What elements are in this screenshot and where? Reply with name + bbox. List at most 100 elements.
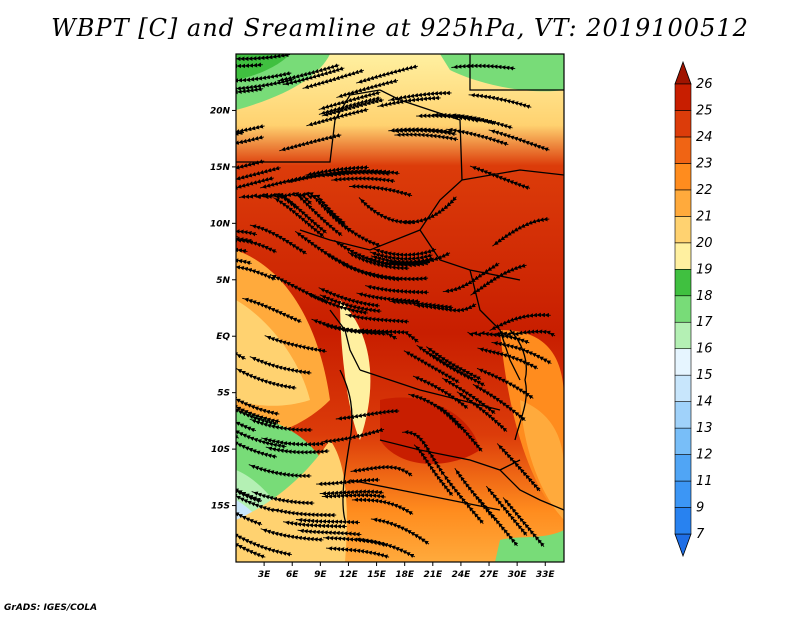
colorbar-swatch [674, 374, 692, 402]
streamline [492, 216, 550, 247]
colorbar-swatch [674, 83, 692, 111]
lat-tick-label: 5N [216, 276, 230, 286]
colorbar-swatch [674, 136, 692, 164]
lon-tick-label: 33E [536, 570, 556, 580]
streamline [357, 328, 419, 343]
streamline [236, 124, 265, 139]
streamline [351, 497, 414, 516]
colorbar-swatch [674, 110, 692, 138]
colorbar-swatch [674, 321, 692, 350]
streamline [350, 464, 413, 477]
streamline [294, 230, 350, 268]
colorbar-swatch [674, 427, 692, 455]
longitude-axis: 3E 6E 9E 12E 15E 18E 21E 24E 27E 30E 33E [258, 562, 556, 580]
streamline [236, 54, 291, 62]
streamline [377, 95, 441, 108]
streamline [236, 234, 239, 253]
country-borders [236, 54, 564, 521]
streamline [279, 133, 342, 152]
streamline [432, 112, 496, 126]
streamline [496, 443, 541, 492]
colorbar-label: 21 [696, 209, 713, 224]
streamline [236, 257, 252, 267]
streamline [416, 344, 472, 380]
map-frame [235, 53, 565, 563]
streamline [402, 429, 446, 476]
colorbar-label: 14 [696, 395, 713, 410]
streamline [236, 403, 240, 440]
colorbar-swatch [674, 480, 692, 508]
streamline [236, 61, 263, 69]
lon-tick-label: 21E [423, 570, 443, 580]
streamline [413, 303, 477, 313]
streamline [307, 292, 368, 316]
colorbar-swatch [674, 507, 692, 535]
streamline [236, 485, 276, 513]
lon-tick-label: 18E [395, 570, 415, 580]
lon-tick-label: 24E [452, 570, 472, 580]
streamline [469, 165, 531, 190]
streamline [373, 247, 437, 258]
streamline [321, 427, 385, 444]
streamline [236, 433, 278, 459]
colorbar-label: 11 [696, 474, 713, 489]
colorbar-label: 16 [696, 342, 713, 357]
streamline [370, 517, 430, 545]
streamline [248, 464, 312, 479]
streamline [316, 477, 380, 487]
colorbar-swatch [674, 216, 692, 244]
colorbar-label: 18 [696, 289, 713, 304]
colorbar-label: 7 [696, 527, 705, 542]
streamline [489, 312, 551, 331]
streamline [264, 335, 327, 354]
streamline [358, 197, 416, 225]
lon-tick-label: 3E [258, 570, 271, 580]
colorbar-label: 19 [696, 262, 713, 277]
streamline [236, 390, 280, 416]
streamline [236, 229, 258, 241]
colorbar-label: 25 [696, 103, 713, 118]
streamline [236, 400, 257, 433]
streamline [236, 86, 264, 96]
colorbar-swatch [674, 242, 692, 270]
lon-tick-label: 9E [314, 570, 327, 580]
colorbar-label: 24 [696, 130, 713, 145]
streamline [446, 127, 509, 147]
colorbar-swatch [674, 401, 692, 429]
streamline [339, 261, 401, 282]
streamlines [236, 54, 556, 559]
lon-tick-label: 6E [286, 570, 299, 580]
streamline [236, 135, 265, 151]
streamline [272, 508, 337, 518]
lon-tick-label: 12E [339, 570, 359, 580]
streamline [468, 93, 532, 109]
colorbar-label: 13 [696, 421, 713, 436]
colorbar-label: 12 [696, 448, 713, 463]
colorbar-label: 23 [696, 156, 713, 171]
colorbar-swatch [674, 268, 692, 297]
grads-credit: GrADS: IGES/COLA [4, 603, 98, 613]
streamline [388, 127, 453, 135]
colorbar: 7 9 11 12 13 14 15 16 17 18 19 20 21 22 23 24 25 26 [674, 60, 713, 558]
colorbar-min-arrow [674, 533, 692, 558]
streamline [297, 528, 362, 537]
lat-tick-label: 5S [217, 389, 230, 399]
colorbar-label: 22 [696, 183, 713, 198]
streamline [335, 408, 400, 421]
streamline [318, 95, 381, 115]
streamline [249, 356, 312, 376]
lon-tick-label: 30E [508, 570, 528, 580]
lat-tick-label: 15S [211, 502, 230, 512]
lat-tick-label: EQ [216, 332, 230, 342]
colorbar-swatch [674, 454, 692, 482]
lat-tick-label: 10N [210, 219, 231, 229]
streamline [236, 237, 277, 254]
lat-tick-label: 20N [210, 106, 231, 116]
streamline [285, 169, 350, 183]
streamline [302, 68, 365, 89]
streamline [467, 330, 530, 345]
colorbar-label: 20 [696, 236, 713, 251]
colorbar-swatch [674, 189, 692, 217]
